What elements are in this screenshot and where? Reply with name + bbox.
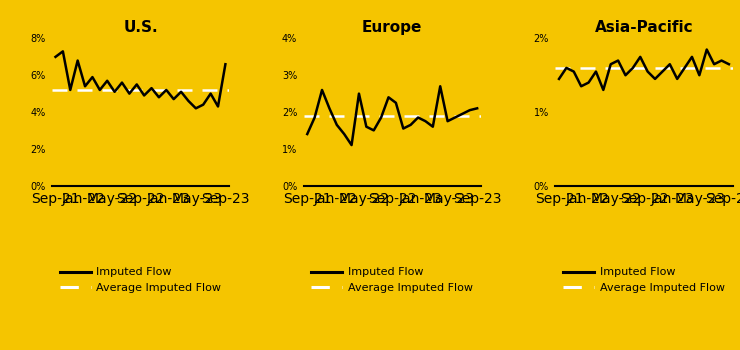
Title: Europe: Europe <box>362 20 423 35</box>
Title: U.S.: U.S. <box>123 20 158 35</box>
Legend: Imputed Flow, Average Imputed Flow: Imputed Flow, Average Imputed Flow <box>563 267 724 293</box>
Legend: Imputed Flow, Average Imputed Flow: Imputed Flow, Average Imputed Flow <box>312 267 473 293</box>
Legend: Imputed Flow, Average Imputed Flow: Imputed Flow, Average Imputed Flow <box>60 267 221 293</box>
Title: Asia-Pacific: Asia-Pacific <box>595 20 693 35</box>
